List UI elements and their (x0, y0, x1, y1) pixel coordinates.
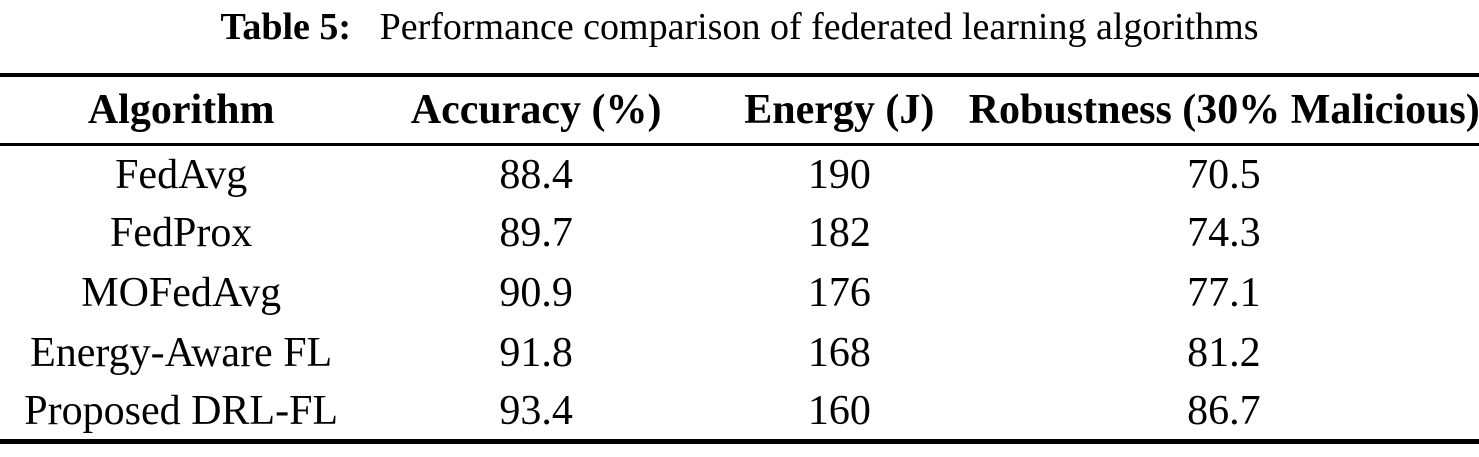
energy-cell: 168 (807, 329, 871, 376)
table-row: FedAvg 88.4 190 70.5 (0, 144, 1479, 204)
algorithm-cell: Energy-Aware FL (30, 329, 333, 376)
column-header-algorithm: Algorithm (87, 86, 275, 133)
robustness-cell: 70.5 (1187, 151, 1261, 198)
table-caption-spacer (361, 6, 380, 48)
accuracy-cell: 88.4 (499, 151, 573, 198)
column-header-energy: Energy (J) (744, 86, 935, 133)
robustness-cell: 74.3 (1187, 210, 1261, 257)
table-caption: Table 5: Performance comparison of feder… (0, 2, 1479, 52)
column-header-robustness: Robustness (30% Malicious) (968, 86, 1479, 133)
table-caption-text: Performance comparison of federated lear… (379, 6, 1259, 48)
table-row: MOFedAvg 90.9 176 77.1 (0, 263, 1479, 323)
algorithm-cell: Proposed DRL-FL (24, 387, 339, 434)
accuracy-cell: 93.4 (499, 387, 573, 434)
robustness-cell: 77.1 (1187, 269, 1261, 316)
accuracy-cell: 89.7 (499, 210, 573, 257)
table-row: Proposed DRL-FL 93.4 160 86.7 (0, 382, 1479, 442)
algorithm-cell: FedAvg (115, 151, 248, 198)
algorithm-cell: MOFedAvg (81, 269, 282, 316)
table-row: Energy-Aware FL 91.8 168 81.2 (0, 323, 1479, 383)
performance-comparison-table: Algorithm Accuracy (%) Energy (J) Robust… (0, 73, 1479, 445)
robustness-cell: 86.7 (1187, 387, 1261, 434)
robustness-cell: 81.2 (1187, 329, 1261, 376)
table-header-row: Algorithm Accuracy (%) Energy (J) Robust… (0, 75, 1479, 144)
algorithm-cell: FedProx (109, 210, 253, 257)
accuracy-cell: 90.9 (499, 269, 573, 316)
energy-cell: 190 (807, 151, 871, 198)
energy-cell: 160 (807, 387, 871, 434)
energy-cell: 182 (807, 210, 871, 257)
table-caption-label: Table 5: (220, 6, 352, 48)
energy-cell: 176 (807, 269, 871, 316)
column-header-accuracy: Accuracy (%) (410, 86, 662, 133)
accuracy-cell: 91.8 (499, 329, 573, 376)
table-row: FedProx 89.7 182 74.3 (0, 204, 1479, 264)
